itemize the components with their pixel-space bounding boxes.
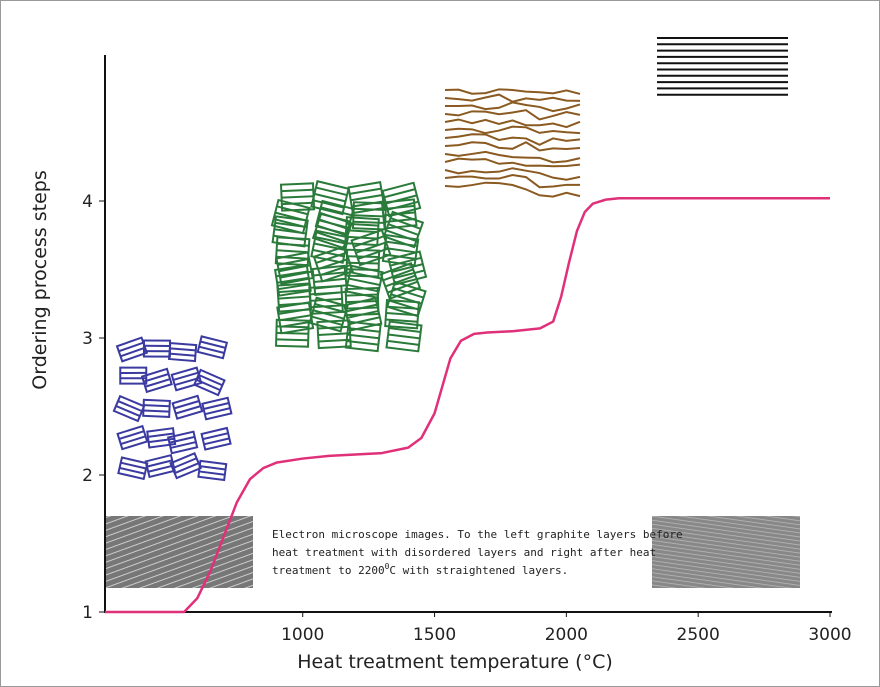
x-axis-label: Heat treatment temperature (°C) xyxy=(297,651,613,673)
x-tick-label: 2000 xyxy=(545,625,588,645)
layer-line xyxy=(281,190,313,191)
y-tick-label: 4 xyxy=(82,192,93,212)
y-tick-label: 2 xyxy=(82,466,93,486)
microscope-image-left xyxy=(105,516,253,588)
x-tick-label: 1000 xyxy=(281,625,324,645)
layer-line xyxy=(353,222,385,223)
x-tick-label: 2500 xyxy=(677,625,720,645)
y-tick-label: 1 xyxy=(82,603,93,623)
annotation: treatment to 22000C with straightened la… xyxy=(272,562,568,577)
x-tick-label: 3000 xyxy=(808,625,851,645)
annotation: heat treatment with disordered layers an… xyxy=(272,546,656,559)
microscope-image-right xyxy=(652,516,800,588)
layer-line xyxy=(143,410,169,411)
layer-line xyxy=(353,215,385,216)
layer-line xyxy=(347,263,379,264)
chart: Electron microscope images. To the left … xyxy=(0,0,880,687)
layer-line xyxy=(277,326,309,327)
layer-line xyxy=(282,196,314,197)
x-tick-label: 1500 xyxy=(413,625,456,645)
layer-line xyxy=(354,209,386,210)
layer-line xyxy=(347,256,379,257)
annotation: Electron microscope images. To the left … xyxy=(272,528,683,541)
layer-line xyxy=(144,405,170,406)
annotation: treatment to 2200 xyxy=(272,564,385,577)
layer-line xyxy=(276,333,308,334)
y-tick-label: 3 xyxy=(82,329,93,349)
layer-line xyxy=(276,339,308,340)
y-axis-label: Ordering process steps xyxy=(29,170,51,389)
annotation: C with straightened layers. xyxy=(389,564,568,577)
layer-line xyxy=(346,294,378,295)
